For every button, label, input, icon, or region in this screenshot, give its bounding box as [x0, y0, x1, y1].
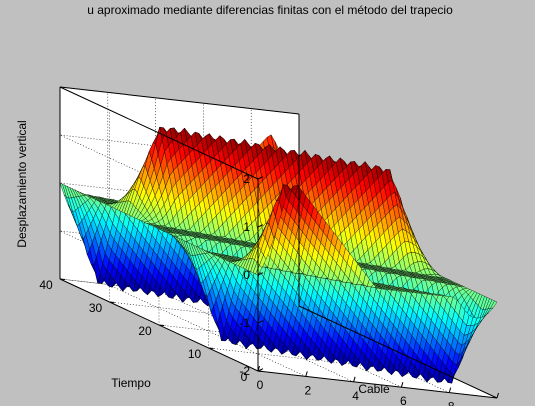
y-tick-label: 40	[39, 278, 53, 292]
y-axis-label: Tiempo	[111, 376, 151, 390]
chart-title: u aproximado mediante diferencias finita…	[87, 3, 453, 17]
y-tick-label: 10	[188, 347, 202, 361]
axes-lines	[59, 86, 498, 399]
x-tick-mark	[257, 365, 260, 372]
grid-line	[107, 92, 306, 377]
axis-edge	[298, 305, 498, 399]
axis-edge	[59, 86, 300, 115]
x-tick-mark	[400, 382, 404, 388]
z-tick-mark	[257, 272, 264, 276]
x-tick-label: 8	[448, 400, 455, 406]
x-tick-mark	[353, 376, 356, 382]
z-tick-mark	[257, 176, 264, 180]
surface-mesh	[59, 126, 498, 384]
x-axis-label: Cable	[358, 382, 390, 396]
z-tick-mark	[257, 368, 264, 372]
x-tick-label: 4	[352, 389, 359, 403]
z-axis-label: Desplazamiento vertical	[15, 120, 29, 247]
x-tick-label: 2	[304, 383, 311, 397]
z-tick-label: -1	[239, 316, 250, 330]
z-tick-mark	[257, 320, 264, 324]
grid-line	[155, 97, 354, 383]
axis-edge	[59, 86, 259, 180]
axis-edge	[257, 370, 498, 399]
y-tick-label: 30	[89, 301, 103, 315]
y-tick-mark	[59, 278, 66, 280]
z-tick-mark	[257, 224, 264, 228]
x-tick-label: 0	[257, 378, 264, 392]
surface-patch	[490, 300, 498, 309]
z-tick-label: 2	[243, 172, 250, 186]
y-tick-mark	[109, 301, 115, 303]
z-tick-label: -2	[239, 364, 250, 378]
x-tick-label: 6	[400, 394, 407, 406]
x-tick-mark	[448, 387, 452, 393]
y-tick-mark	[208, 347, 214, 349]
y-tick-mark	[158, 324, 165, 326]
z-tick-label: 1	[243, 220, 250, 234]
x-tick-mark	[496, 392, 499, 399]
x-tick-mark	[305, 371, 308, 377]
y-tick-label: 0	[241, 370, 248, 384]
y-tick-label: 20	[138, 324, 152, 338]
z-tick-label: 0	[243, 268, 250, 282]
